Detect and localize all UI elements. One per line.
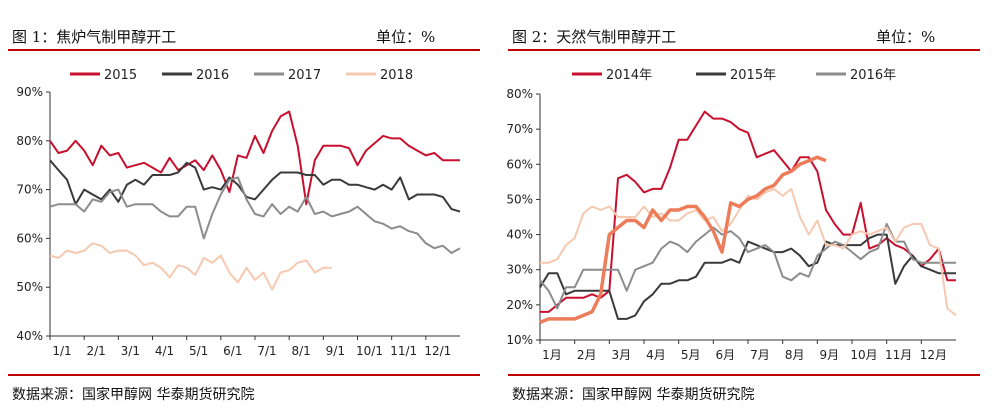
x-tick-label: 6/1 bbox=[223, 344, 242, 358]
y-tick-label: 40% bbox=[16, 329, 43, 343]
series-line bbox=[539, 223, 956, 310]
x-tick-label: 5/1 bbox=[189, 344, 208, 358]
x-tick-label: 6月 bbox=[716, 348, 736, 362]
chart-panel-2: 图 2：天然气制甲醇开工 单位：% 10% 20% 30% 40% 50% 60% 70% 8… bbox=[500, 0, 988, 412]
y-tick-label: 70% bbox=[16, 183, 43, 197]
line-chart-1: 40% 50% 60% 70% 80% 90% 1/1 2/1 3/1 4/1 5/1 6/1 7/1 8… bbox=[16, 68, 461, 358]
x-tick-label: 8月 bbox=[785, 348, 805, 362]
chart-title: 图 1：焦炉气制甲醇开工 bbox=[12, 28, 177, 46]
line-chart-2: 10% 20% 30% 40% 50% 60% 70% 80% 1月 2月 3月 4月 5月 6月 7月 8月… bbox=[506, 68, 957, 362]
y-tick-label: 80% bbox=[16, 134, 43, 148]
x-tick-label: 11月 bbox=[885, 348, 912, 362]
legend-label: 2016年 bbox=[850, 68, 896, 83]
x-tick-label: 8/1 bbox=[292, 344, 311, 358]
x-tick-label: 12/1 bbox=[424, 344, 451, 358]
x-tick-label: 2/1 bbox=[87, 344, 106, 358]
x-tick-label: 3月 bbox=[612, 348, 632, 362]
title-rule bbox=[8, 49, 480, 51]
unit-label: 单位：% bbox=[876, 28, 936, 46]
legend-label: 2015年 bbox=[730, 68, 776, 83]
x-tick-label: 4月 bbox=[646, 348, 666, 362]
legend-label: 2018 bbox=[380, 68, 413, 83]
series-line bbox=[539, 233, 956, 320]
x-tick-label: 1月 bbox=[542, 348, 562, 362]
x-tick-label: 2月 bbox=[577, 348, 597, 362]
y-tick-label: 60% bbox=[506, 157, 533, 171]
y-tick-label: 40% bbox=[506, 228, 533, 242]
series-line bbox=[49, 242, 332, 291]
legend-label: 2015 bbox=[104, 68, 137, 83]
x-tick-label: 10/1 bbox=[356, 344, 383, 358]
source-rule bbox=[8, 374, 480, 376]
chart-title: 图 2：天然气制甲醇开工 bbox=[512, 28, 677, 46]
unit-label: 单位：% bbox=[376, 28, 436, 46]
series-line bbox=[49, 176, 461, 254]
x-tick-label: 5月 bbox=[681, 348, 701, 362]
x-tick-label: 9/1 bbox=[326, 344, 345, 358]
series-line bbox=[49, 159, 461, 213]
x-tick-label: 3/1 bbox=[121, 344, 140, 358]
x-tick-label: 11/1 bbox=[390, 344, 417, 358]
legend-label: 2017 bbox=[288, 68, 321, 83]
y-tick-label: 50% bbox=[16, 280, 43, 294]
source-note: 数据来源：国家甲醇网 华泰期货研究院 bbox=[512, 387, 755, 403]
y-tick-label: 30% bbox=[506, 263, 533, 277]
x-tick-label: 10月 bbox=[850, 348, 877, 362]
y-tick-label: 80% bbox=[506, 87, 533, 101]
x-tick-label: 7月 bbox=[750, 348, 770, 362]
x-tick-label: 7/1 bbox=[257, 344, 276, 358]
title-rule bbox=[508, 49, 980, 51]
y-tick-label: 20% bbox=[506, 298, 533, 312]
x-tick-label: 1/1 bbox=[52, 344, 71, 358]
x-tick-label: 12月 bbox=[920, 348, 947, 362]
y-tick-label: 70% bbox=[506, 122, 533, 136]
y-tick-label: 10% bbox=[506, 333, 533, 347]
chart-panel-1: 图 1：焦炉气制甲醇开工 单位：% 40% 50% 60% 70% 80% 90% 1/1 2… bbox=[0, 0, 488, 412]
source-note: 数据来源：国家甲醇网 华泰期货研究院 bbox=[12, 387, 255, 403]
legend-label: 2016 bbox=[196, 68, 229, 83]
y-tick-label: 50% bbox=[506, 192, 533, 206]
x-tick-label: 4/1 bbox=[155, 344, 174, 358]
y-tick-label: 60% bbox=[16, 231, 43, 245]
source-rule bbox=[508, 374, 980, 376]
legend-label: 2014年 bbox=[606, 68, 652, 83]
series-line bbox=[539, 155, 827, 325]
x-tick-label: 9月 bbox=[820, 348, 840, 362]
series-line bbox=[540, 187, 957, 317]
series-line bbox=[49, 110, 460, 206]
y-tick-label: 90% bbox=[16, 85, 43, 99]
